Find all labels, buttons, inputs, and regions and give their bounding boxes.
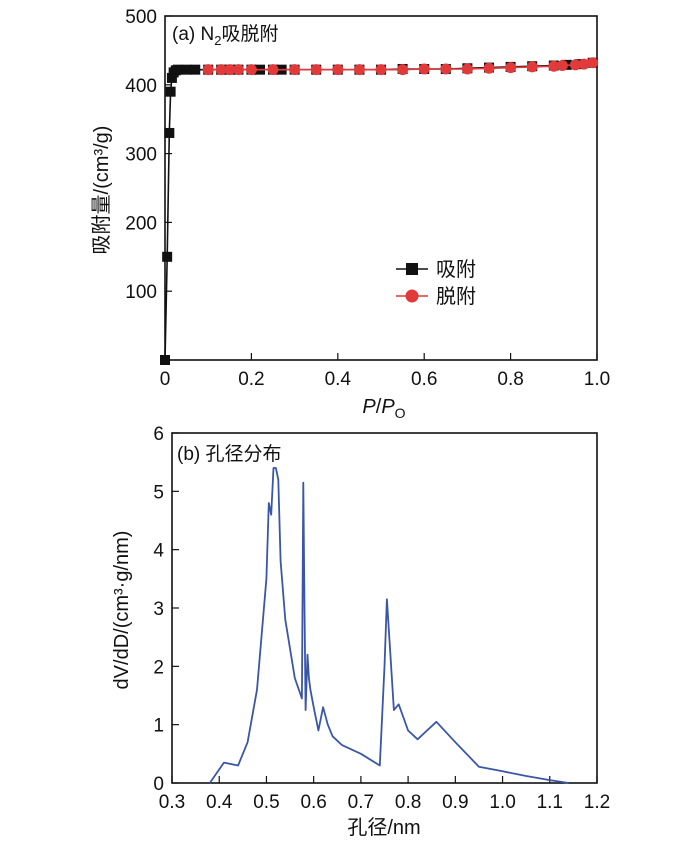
chart-b-x-tick-label-3: 0.6 — [300, 792, 326, 813]
chart-a-x-tick-label-3: 0.6 — [411, 369, 437, 390]
chart-a-x-tick-label-1: 0.2 — [238, 369, 264, 390]
chart-a-series-1-point-0 — [587, 57, 599, 69]
chart-a-adsorption: 0 0.2 0.4 0.6 0.8 1.0 100 200 300 400 500 (a) N2吸脱… — [90, 7, 610, 421]
chart-b-series-0-line — [209, 467, 569, 784]
chart-a-series-1-point-11 — [397, 64, 409, 76]
chart-a-series-1-point-22 — [202, 64, 214, 76]
chart-a-series-1-point-4 — [548, 60, 560, 72]
chart-a-y-tick-label-0: 100 — [125, 282, 157, 303]
chart-a-series-1-point-13 — [353, 64, 365, 76]
chart-a-series-1-point-6 — [505, 62, 517, 74]
legend-desorption-label: 脱附 — [436, 285, 476, 308]
chart-b-y-tick-label-5: 5 — [153, 482, 164, 503]
chart-a-legend: 吸附 脱附 — [396, 258, 476, 308]
chart-a-series-1-point-20 — [224, 64, 236, 76]
legend-adsorption-label: 吸附 — [436, 258, 476, 281]
chart-a-ticks: 0 0.2 0.4 0.6 0.8 1.0 100 200 300 400 500 — [125, 7, 610, 390]
chart-b-x-tick-label-8: 1.1 — [537, 792, 563, 813]
chart-b-x-tick-label-9: 1.2 — [584, 792, 610, 813]
chart-b-y-tick-label-2: 2 — [153, 657, 164, 678]
chart-b-x-tick-label-4: 0.7 — [348, 792, 374, 813]
chart-a-frame — [164, 15, 598, 361]
chart-a-y-tick-label-2: 300 — [125, 145, 157, 166]
chart-a-series-0-point-3 — [165, 86, 176, 97]
chart-a-series-0-line — [164, 62, 593, 361]
chart-b-y-tick-label-3: 3 — [153, 599, 164, 620]
chart-a-series-1-point-3 — [556, 60, 568, 72]
chart-b-x-tick-label-7: 1.0 — [489, 792, 515, 813]
chart-a-series-1-point-2 — [569, 59, 581, 71]
chart-a-series-1-point-12 — [375, 64, 387, 76]
chart-a-y-tick-label-1: 200 — [125, 213, 157, 234]
chart-a-series-0-point-8 — [181, 64, 192, 75]
chart-a-series-1-point-21 — [215, 64, 227, 76]
chart-b-ticks: 0.3 0.4 0.5 0.6 0.7 0.8 0.9 1.0 1.1 1.2 0 1 2 3 4 5 6 — [153, 424, 610, 813]
chart-a-series-1-point-10 — [418, 63, 430, 75]
chart-a-series-1-point-9 — [440, 63, 452, 75]
chart-b-x-tick-label-0: 0.3 — [159, 792, 185, 813]
chart-b-y-tick-label-4: 4 — [153, 541, 164, 562]
legend-desorption-marker — [405, 289, 419, 303]
chart-a-series-1-point-5 — [526, 61, 538, 73]
chart-b-frame — [171, 432, 598, 784]
chart-a-series-1-point-7 — [483, 62, 495, 74]
chart-a-series — [160, 57, 599, 365]
chart-a-series-0-point-9 — [190, 64, 201, 75]
chart-b-x-tick-label-6: 0.9 — [442, 792, 468, 813]
chart-b-x-tick-label-5: 0.8 — [395, 792, 421, 813]
chart-a-ylabel: 吸附量/(cm³/g) — [90, 126, 113, 255]
chart-a-xlabel: P/PO — [362, 396, 405, 421]
chart-a-x-tick-label-2: 0.4 — [325, 369, 352, 390]
chart-a-x-tick-label-0: 0 — [160, 369, 171, 390]
chart-a-series-1-point-18 — [245, 64, 257, 76]
chart-b-x-tick-label-1: 0.4 — [206, 792, 233, 813]
chart-a-series-0-point-0 — [160, 355, 170, 365]
chart-a-series-1-point-19 — [232, 64, 244, 76]
chart-b-ylabel: dV/dD/(cm³·g/nm) — [111, 531, 133, 690]
chart-a-series-1-point-15 — [310, 64, 322, 76]
chart-a-y-tick-label-3: 400 — [125, 76, 157, 97]
chart-a-y-tick-label-4: 500 — [125, 7, 157, 28]
chart-a-series-0-point-7 — [172, 64, 183, 75]
chart-a-series-1-point-14 — [332, 64, 344, 76]
chart-a-title: (a) N2吸脱附 — [172, 23, 278, 48]
chart-a-series-1-point-17 — [267, 64, 279, 76]
chart-b-xlabel: 孔径/nm — [347, 816, 420, 839]
legend-adsorption-marker — [406, 263, 418, 275]
chart-a-series-1-point-8 — [461, 63, 473, 75]
chart-a-series-0-point-2 — [164, 127, 175, 138]
chart-b-y-tick-label-0: 0 — [153, 774, 164, 795]
chart-b-y-tick-label-1: 1 — [153, 716, 164, 737]
chart-a-series-0-point-1 — [162, 251, 173, 262]
chart-b-y-tick-label-6: 6 — [153, 424, 164, 445]
chart-b-series — [209, 467, 569, 784]
chart-a-series-1-point-16 — [289, 64, 301, 76]
chart-a-series-1-point-1 — [578, 58, 590, 70]
chart-a-x-tick-label-5: 1.0 — [584, 369, 610, 390]
chart-b-x-tick-label-2: 0.5 — [253, 792, 279, 813]
chart-a-series-0-point-4 — [166, 72, 177, 83]
chart-a-x-tick-label-4: 0.8 — [497, 369, 523, 390]
chart-b-title: (b) 孔径分布 — [177, 443, 282, 465]
chart-b-pore-size: 0.3 0.4 0.5 0.6 0.7 0.8 0.9 1.0 1.1 1.2 0 1 2 3 4 5 6 (b… — [111, 424, 610, 839]
